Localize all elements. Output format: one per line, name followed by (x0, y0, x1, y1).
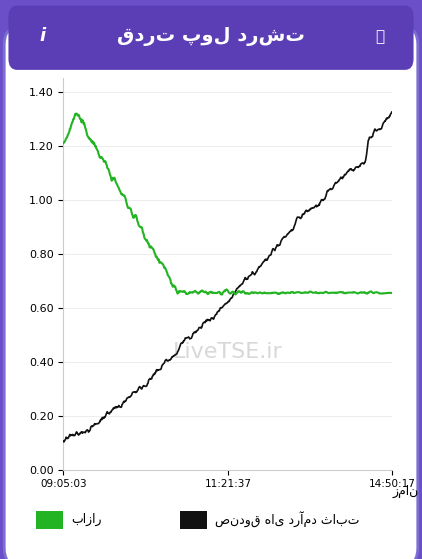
Text: بازار: بازار (71, 513, 102, 527)
FancyBboxPatch shape (8, 6, 414, 70)
Text: قدرت پول درشت: قدرت پول درشت (117, 27, 305, 46)
Text: صندوق های درآمد ثابت: صندوق های درآمد ثابت (215, 512, 360, 528)
Text: 🔗: 🔗 (375, 29, 384, 44)
Text: LiveTSE.ir: LiveTSE.ir (173, 342, 283, 362)
Text: i: i (39, 27, 45, 45)
Bar (36, 511, 63, 529)
X-axis label: زمان: زمان (392, 485, 419, 499)
Bar (180, 511, 207, 529)
FancyBboxPatch shape (4, 28, 418, 559)
